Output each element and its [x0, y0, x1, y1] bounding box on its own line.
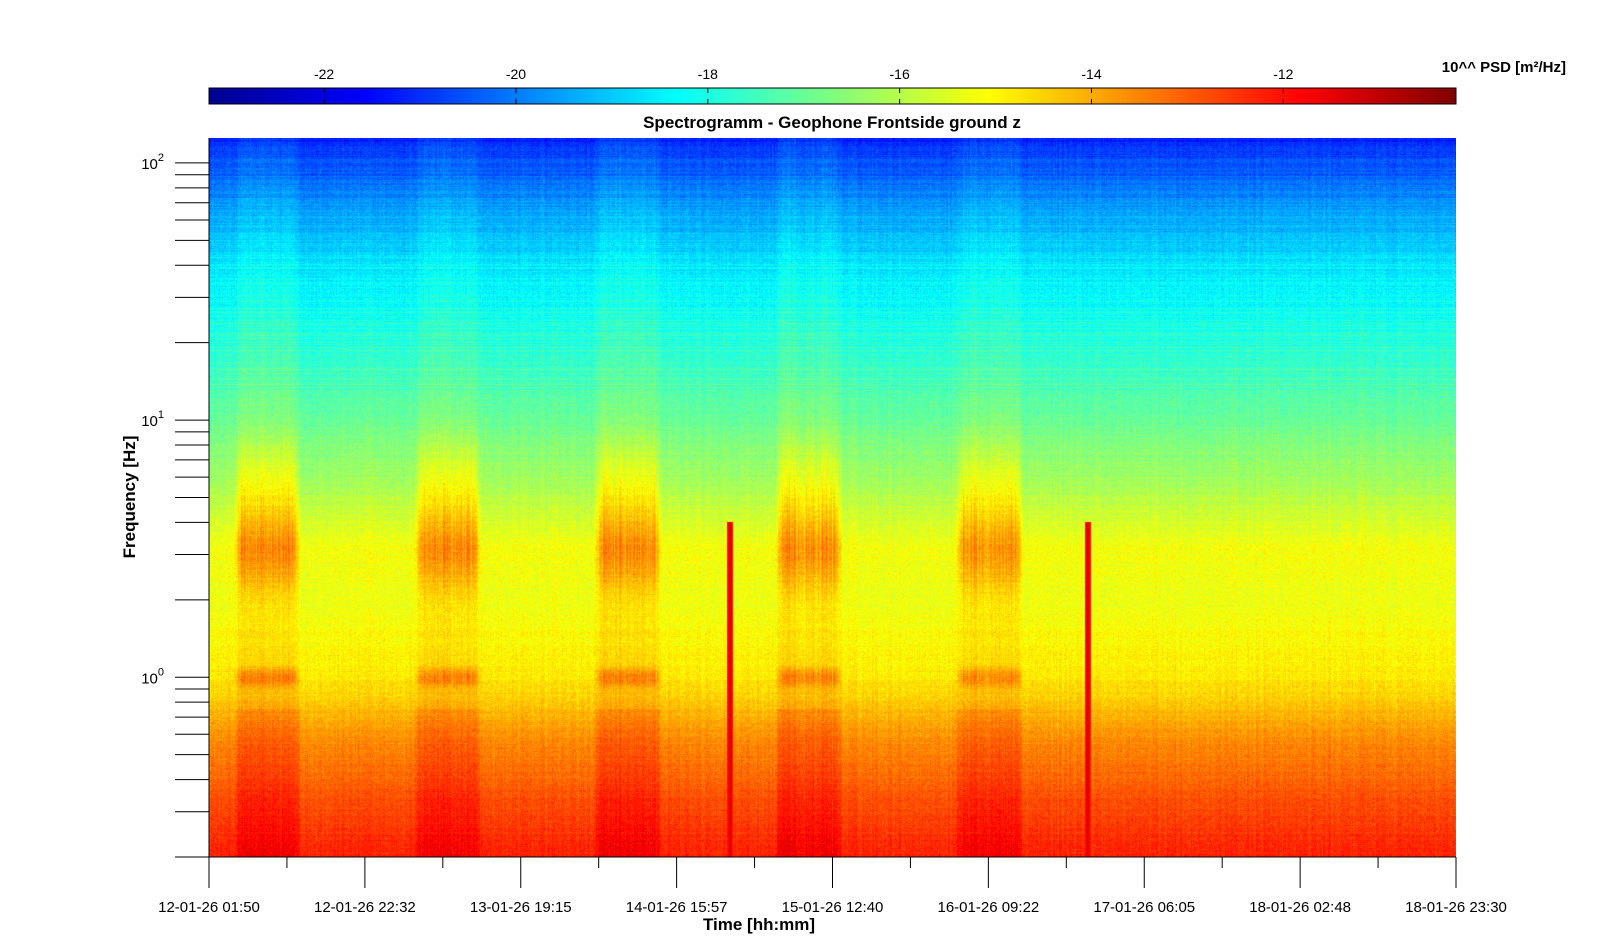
y-axis-label: Frequency [Hz]	[120, 436, 139, 559]
colorbar-tick-label: -16	[890, 66, 910, 82]
colorbar-tick-label: -22	[314, 66, 334, 82]
colorbar-tick-label: -12	[1273, 66, 1293, 82]
colorbar-frame	[208, 87, 1457, 105]
x-tick-label: 18-01-26 23:30	[1405, 899, 1507, 916]
y-tick-label: 102	[141, 152, 164, 173]
colorbar-gradient	[209, 88, 1456, 104]
colorbar-tick-label: -18	[698, 66, 718, 82]
colorbar-tick-label: -14	[1081, 66, 1101, 82]
colorbar: -22 -20 -18 -16 -14 -12 10^^ PSD [m²/Hz]	[208, 59, 1566, 105]
y-tick-label: 101	[141, 409, 164, 430]
y-tick-label: 100	[141, 666, 164, 687]
x-tick-label: 16-01-26 09:22	[938, 899, 1040, 916]
plot-area	[209, 138, 1456, 857]
x-tick-label: 12-01-26 22:32	[314, 899, 416, 916]
colorbar-label: 10^^ PSD [m²/Hz]	[1442, 59, 1566, 76]
y-axis: 100 101 102	[141, 138, 210, 858]
x-tick-label: 13-01-26 19:15	[470, 899, 572, 916]
x-tick-label: 12-01-26 01:50	[158, 899, 260, 916]
x-tick-label: 18-01-26 02:48	[1249, 899, 1351, 916]
x-axis: 12-01-26 01:50 12-01-26 22:32 13-01-26 19:…	[158, 856, 1507, 916]
chart-title: Spectrogramm - Geophone Frontside ground…	[643, 113, 1021, 132]
x-tick-label: 15-01-26 12:40	[782, 899, 884, 916]
x-tick-label: 14-01-26 15:57	[626, 899, 728, 916]
x-tick-label: 17-01-26 06:05	[1093, 899, 1195, 916]
x-axis-label: Time [hh:mm]	[703, 915, 815, 934]
colorbar-tick-label: -20	[506, 66, 526, 82]
colorbar-ticks: -22 -20 -18 -16 -14 -12	[314, 66, 1294, 104]
spectrogram-heatmap	[209, 138, 1456, 857]
